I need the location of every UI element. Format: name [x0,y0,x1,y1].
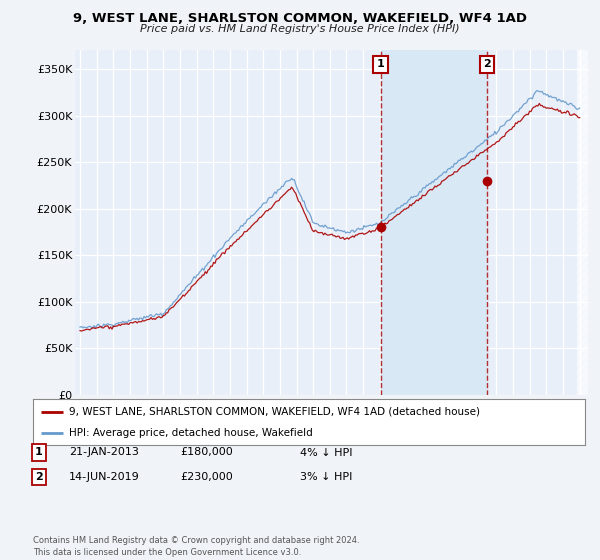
Bar [577,50,590,395]
Text: 1: 1 [377,59,385,69]
Text: 9, WEST LANE, SHARLSTON COMMON, WAKEFIELD, WF4 1AD: 9, WEST LANE, SHARLSTON COMMON, WAKEFIEL… [73,12,527,25]
Text: 1: 1 [35,447,43,458]
Text: 21-JAN-2013: 21-JAN-2013 [69,447,139,458]
Text: HPI: Average price, detached house, Wakefield: HPI: Average price, detached house, Wake… [69,428,313,438]
Text: £230,000: £230,000 [180,472,233,482]
Text: 9, WEST LANE, SHARLSTON COMMON, WAKEFIELD, WF4 1AD (detached house): 9, WEST LANE, SHARLSTON COMMON, WAKEFIEL… [69,407,480,417]
Text: Contains HM Land Registry data © Crown copyright and database right 2024.
This d: Contains HM Land Registry data © Crown c… [33,536,359,557]
Text: 2: 2 [35,472,43,482]
Text: 14-JUN-2019: 14-JUN-2019 [69,472,140,482]
Text: 2: 2 [484,59,491,69]
Text: £180,000: £180,000 [180,447,233,458]
Bar [380,50,487,395]
Text: 4% ↓ HPI: 4% ↓ HPI [300,447,353,458]
Text: Price paid vs. HM Land Registry's House Price Index (HPI): Price paid vs. HM Land Registry's House … [140,24,460,34]
Text: 3% ↓ HPI: 3% ↓ HPI [300,472,352,482]
